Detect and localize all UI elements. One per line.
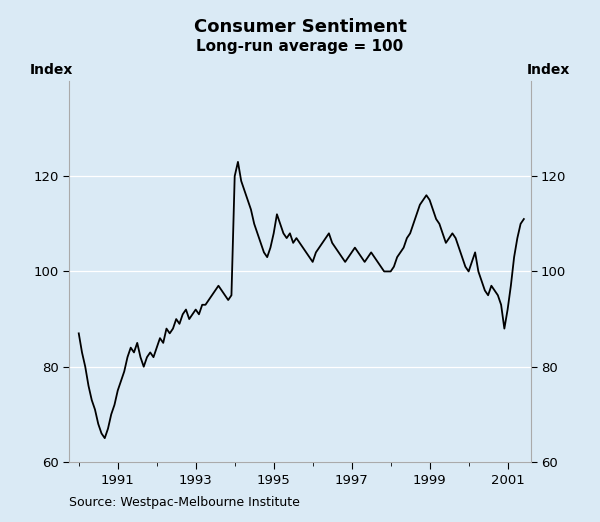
- Text: Source: Westpac-Melbourne Institute: Source: Westpac-Melbourne Institute: [69, 496, 300, 509]
- Text: Index: Index: [30, 63, 73, 77]
- Text: Long-run average = 100: Long-run average = 100: [196, 39, 404, 54]
- Text: Index: Index: [527, 63, 570, 77]
- Text: Consumer Sentiment: Consumer Sentiment: [194, 18, 406, 36]
